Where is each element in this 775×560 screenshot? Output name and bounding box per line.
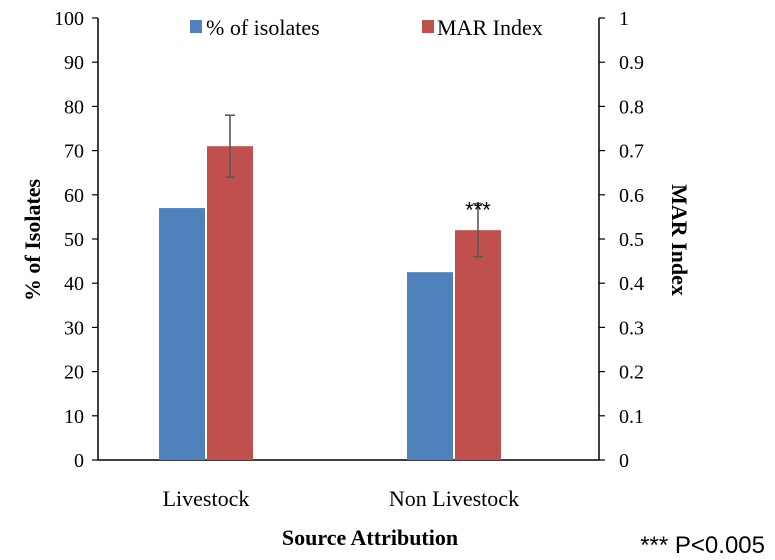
x-axis-title: Source Attribution xyxy=(282,525,458,550)
y2-tick-label: 0.3 xyxy=(619,317,644,339)
footnote: *** P<0.005 xyxy=(640,532,765,559)
y2-tick-label: 0.9 xyxy=(619,52,644,74)
y-tick-label: 10 xyxy=(64,406,84,428)
significance-marker: *** xyxy=(465,198,491,223)
y2-tick-label: 0.7 xyxy=(619,141,644,163)
y2-tick-label: 0.5 xyxy=(619,229,644,251)
bar-mar-index xyxy=(207,146,253,460)
y2-tick-label: 0.6 xyxy=(619,185,644,207)
y2-tick-label: 0.4 xyxy=(619,273,644,295)
error-bars xyxy=(225,114,483,258)
y-tick-label: 30 xyxy=(64,317,84,339)
y-tick-label: 60 xyxy=(64,185,84,207)
legend-swatch-mar xyxy=(422,20,434,33)
y-tick-label: 70 xyxy=(64,141,84,163)
y-tick-label: 80 xyxy=(64,96,84,118)
y-tick-label: 50 xyxy=(64,229,84,251)
y-axis-title: % of Isolates xyxy=(20,178,45,301)
y2-tick-label: 0 xyxy=(619,450,629,472)
y2-axis-title: MAR Index xyxy=(667,184,692,296)
legend-label-percent: % of isolates xyxy=(206,15,320,40)
bar-mar-index xyxy=(455,230,501,460)
right-axis-ticks: 0 0.1 0.2 0.3 0.4 0.5 0.6 0.7 0.8 0.9 1 xyxy=(599,8,644,472)
y-tick-label: 100 xyxy=(54,8,84,30)
left-axis-ticks: 0 10 20 30 40 50 60 70 80 90 100 xyxy=(54,8,98,472)
y2-tick-label: 0.8 xyxy=(619,96,644,118)
bar-percent-isolates xyxy=(159,208,205,460)
legend: % of isolates MAR Index xyxy=(190,15,543,40)
y-tick-label: 40 xyxy=(64,273,84,295)
y2-tick-label: 1 xyxy=(619,8,629,30)
bar-percent-isolates xyxy=(407,272,453,460)
y-tick-label: 90 xyxy=(64,52,84,74)
y2-tick-label: 0.1 xyxy=(619,406,644,428)
category-labels: Livestock Non Livestock xyxy=(163,486,519,511)
y2-tick-label: 0.2 xyxy=(619,362,644,384)
legend-swatch-percent xyxy=(190,20,202,33)
bars xyxy=(159,146,501,460)
category-label: Livestock xyxy=(163,486,250,511)
legend-label-mar: MAR Index xyxy=(437,15,543,40)
y-tick-label: 0 xyxy=(74,450,84,472)
y-tick-label: 20 xyxy=(64,362,84,384)
category-label: Non Livestock xyxy=(389,486,519,511)
